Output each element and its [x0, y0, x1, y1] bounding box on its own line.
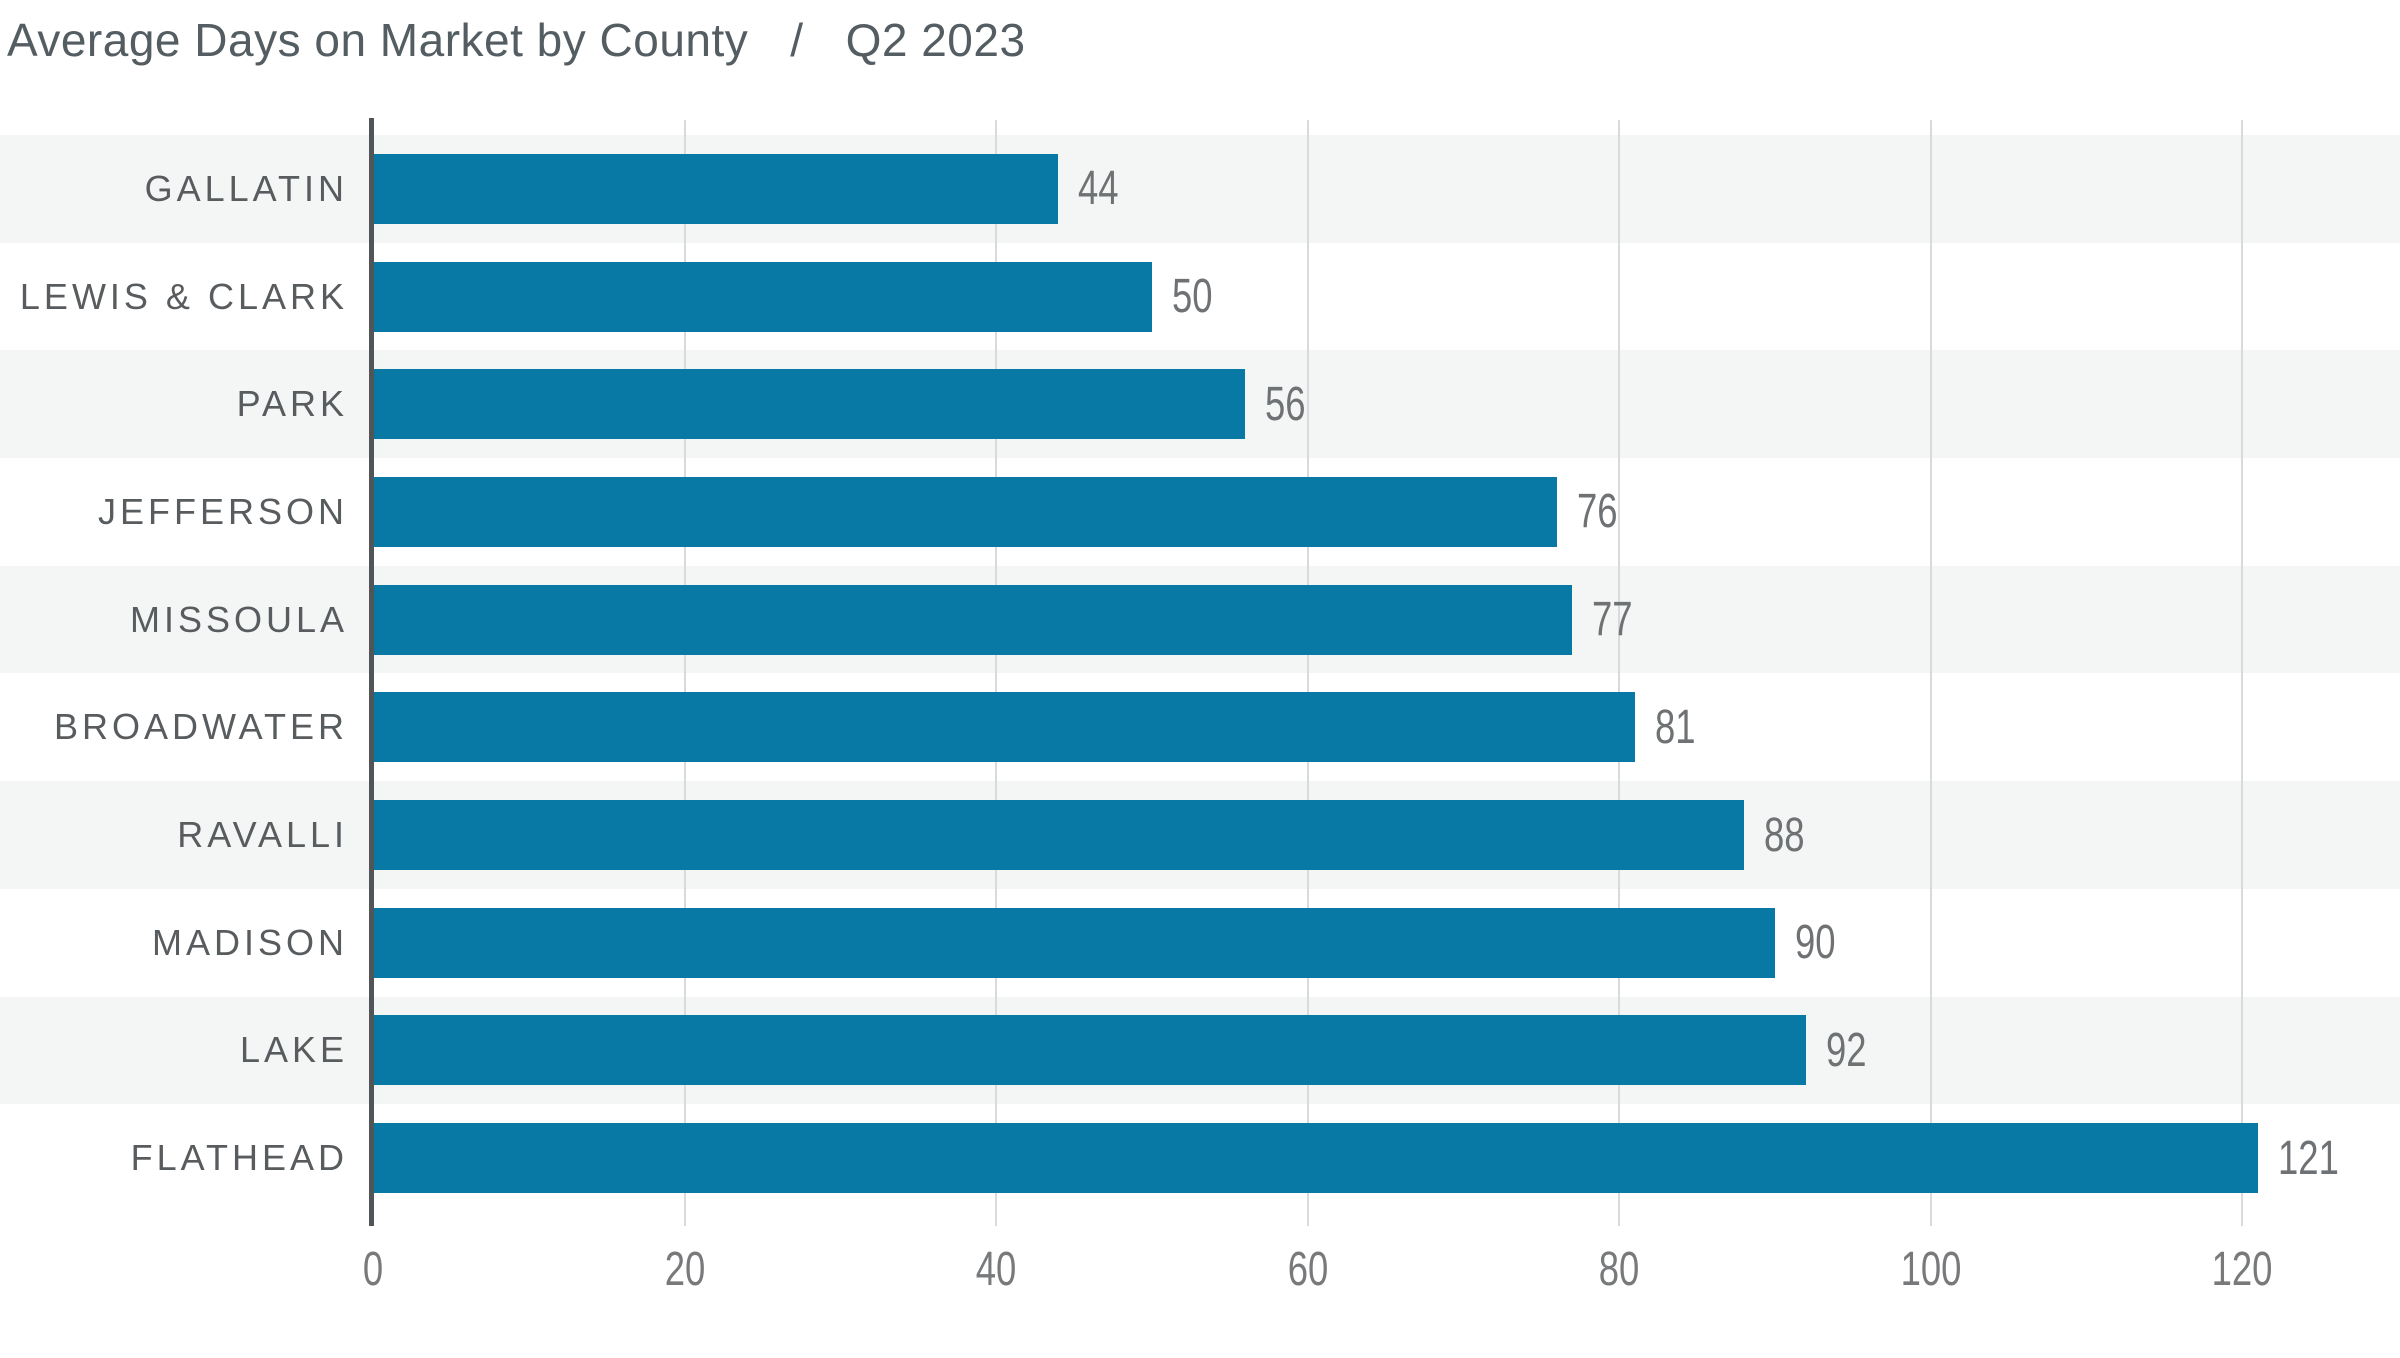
category-label: GALLATIN — [144, 167, 348, 209]
gridline-80 — [1618, 120, 1620, 1226]
x-tick-label-40: 40 — [975, 1243, 1017, 1296]
value-label: 50 — [1171, 270, 1213, 324]
value-label: 44 — [1078, 162, 1119, 216]
chart-title-separator: / — [790, 14, 804, 66]
gridline-60 — [1306, 120, 1309, 1226]
bar — [373, 800, 1744, 871]
value-label: 77 — [1592, 593, 1633, 647]
x-tick-label-100: 100 — [1900, 1243, 1961, 1296]
value-label: 90 — [1794, 916, 1836, 970]
bar — [373, 153, 1059, 224]
bar — [373, 907, 1775, 978]
x-tick-label-0: 0 — [362, 1243, 384, 1296]
value-label: 92 — [1825, 1023, 1867, 1077]
bar — [373, 369, 1246, 440]
category-label: BROADWATER — [53, 706, 348, 748]
category-label: LAKE — [239, 1029, 348, 1071]
value-label: 56 — [1265, 377, 1306, 431]
chart-title-period: Q2 2023 — [845, 14, 1026, 66]
category-label: LEWIS & CLARK — [19, 275, 348, 317]
bar — [373, 1015, 1806, 1086]
bar — [373, 261, 1152, 332]
x-tick-label-60: 60 — [1287, 1243, 1328, 1296]
category-label: RAVALLI — [177, 814, 348, 856]
gridline-40 — [995, 120, 997, 1226]
y-axis-line — [369, 118, 374, 1226]
x-tick-label-80: 80 — [1598, 1243, 1640, 1296]
value-label: 81 — [1654, 700, 1696, 754]
gridline-100 — [1929, 120, 1932, 1226]
bar — [373, 1123, 2258, 1194]
chart-title-main: Average Days on Market by County — [7, 14, 749, 66]
x-tick-label-20: 20 — [664, 1243, 705, 1296]
x-tick-label-120: 120 — [2211, 1243, 2273, 1296]
value-label: 76 — [1576, 485, 1618, 539]
category-label: JEFFERSON — [97, 490, 348, 532]
value-label: 88 — [1763, 808, 1805, 862]
chart-title: Average Days on Market by County / Q2 2023 — [7, 13, 1026, 68]
bar — [373, 692, 1635, 763]
row-stripe — [0, 135, 2400, 243]
category-label: MISSOULA — [129, 598, 348, 640]
category-label: FLATHEAD — [130, 1137, 348, 1179]
value-label: 121 — [2277, 1131, 2339, 1185]
category-label: MADISON — [151, 921, 348, 963]
gridline-20 — [683, 120, 686, 1226]
gridline-120 — [2241, 120, 2243, 1226]
category-label: PARK — [236, 383, 348, 425]
bar — [373, 476, 1557, 547]
bar — [373, 584, 1573, 655]
